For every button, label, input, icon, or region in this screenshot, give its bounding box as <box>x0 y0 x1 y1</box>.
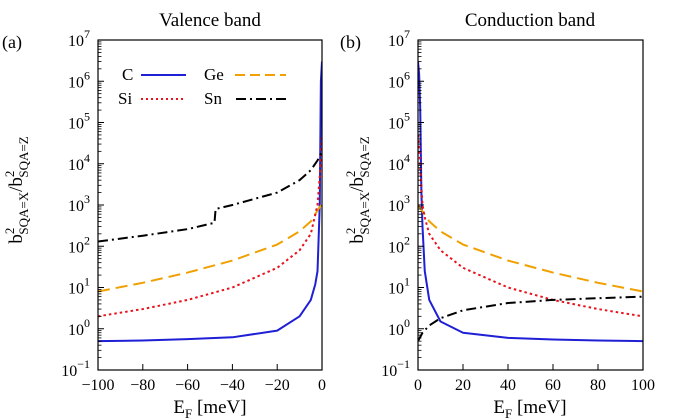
y-tick-label: 103 <box>388 192 410 215</box>
x-tick-label: 60 <box>545 377 561 394</box>
x-tick-label: 0 <box>414 377 422 394</box>
series-line-si <box>418 134 643 318</box>
y-tick-label: 105 <box>388 110 410 133</box>
x-tick-label: 80 <box>590 377 606 394</box>
x-label-sub: F <box>185 406 192 420</box>
panel-title: Conduction band <box>465 10 596 31</box>
y-tick-label: 101 <box>388 275 410 298</box>
y-tick-label: 106 <box>388 68 410 91</box>
y-label-sup2: 2 <box>343 171 358 178</box>
series-group <box>98 61 322 343</box>
x-tick-label: 40 <box>500 377 516 394</box>
y-label-b2: b <box>347 177 368 187</box>
x-label-main: E <box>493 397 505 418</box>
x-label-unit: [meV] <box>512 397 566 418</box>
legend-label-si: Si <box>118 89 132 108</box>
panel-valence-band: Valence band (a) b2SQA=X/b2SQA=Z EF [meV… <box>2 10 326 420</box>
x-tick-label: −40 <box>220 377 245 394</box>
y-axis-label: b2SQA=X/b2SQA=Z <box>343 136 372 243</box>
x-tick-label: 100 <box>631 377 655 394</box>
y-tick-label: 105 <box>68 110 90 133</box>
y-label-slash: / <box>6 186 27 192</box>
y-tick-label: 107 <box>388 27 410 50</box>
y-label-sub2: SQA=Z <box>357 136 372 177</box>
plot-frame <box>417 39 644 371</box>
y-tick-label: 103 <box>68 192 90 215</box>
x-axis-label: EF [meV] <box>173 397 246 420</box>
y-tick-label: 107 <box>68 27 90 50</box>
svg-text:b2SQA=X/b2SQA=Z: b2SQA=X/b2SQA=Z <box>2 136 31 243</box>
x-tick-label: 20 <box>455 377 471 394</box>
y-label-sub1: SQA=X <box>16 191 31 234</box>
y-tick-label: 100 <box>68 316 90 339</box>
y-tick-label: 10−1 <box>381 357 410 380</box>
x-tick-label: −100 <box>81 377 114 394</box>
legend-label-c: C <box>122 65 133 84</box>
panel-label: (b) <box>340 32 361 53</box>
y-label-b2: b <box>6 177 27 187</box>
series-line-ge <box>418 204 643 293</box>
legend-label-sn: Sn <box>204 89 222 108</box>
panel-label: (a) <box>2 32 22 53</box>
series-line-sn <box>98 150 322 243</box>
y-tick-label: 104 <box>388 151 410 174</box>
x-label-main: E <box>173 397 185 418</box>
panel-conduction-band: Conduction band (b) b2SQA=X/b2SQA=Z EF [… <box>340 10 655 420</box>
y-label-sub2: SQA=Z <box>16 136 31 177</box>
series-group <box>418 61 643 343</box>
series-line-ge <box>98 204 322 293</box>
y-label-sup2: 2 <box>2 171 17 178</box>
x-tick-label: −20 <box>265 377 290 394</box>
y-tick-label: 10−1 <box>61 357 90 380</box>
y-tick-label: 102 <box>388 233 410 256</box>
x-axis-label: EF [meV] <box>493 397 566 420</box>
legend: C Ge Si Sn <box>118 65 286 108</box>
y-label-b1: b <box>6 234 27 244</box>
y-tick-label: 101 <box>68 275 90 298</box>
x-label-sub: F <box>505 406 512 420</box>
y-tick-label: 102 <box>68 233 90 256</box>
series-line-sn <box>418 295 643 342</box>
y-label-sub1: SQA=X <box>357 191 372 234</box>
svg-text:b2SQA=X/b2SQA=Z: b2SQA=X/b2SQA=Z <box>343 136 372 243</box>
x-tick-label: −60 <box>175 377 200 394</box>
x-tick-label: 0 <box>318 377 326 394</box>
legend-label-ge: Ge <box>204 65 224 84</box>
series-line-si <box>98 134 322 318</box>
series-line-c <box>418 61 643 343</box>
x-tick-label: −80 <box>130 377 155 394</box>
y-tick-label: 100 <box>388 316 410 339</box>
x-label-unit: [meV] <box>192 397 246 418</box>
panel-title: Valence band <box>159 10 261 31</box>
y-label-slash: / <box>347 186 368 192</box>
y-label-sup1: 2 <box>343 228 358 235</box>
svg-text:EF [meV]: EF [meV] <box>493 397 566 420</box>
y-label-sup1: 2 <box>2 228 17 235</box>
y-axis-label: b2SQA=X/b2SQA=Z <box>2 136 31 243</box>
series-line-c <box>98 61 322 343</box>
y-tick-label: 104 <box>68 151 90 174</box>
svg-text:EF [meV]: EF [meV] <box>173 397 246 420</box>
y-tick-label: 106 <box>68 68 90 91</box>
y-label-b1: b <box>347 234 368 244</box>
